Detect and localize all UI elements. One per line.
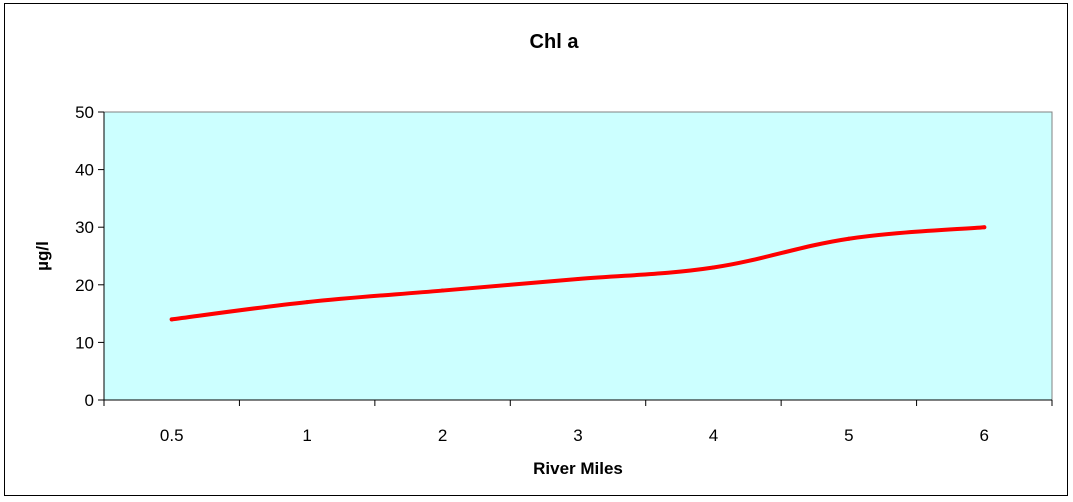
data-point bbox=[440, 288, 445, 293]
y-tick-label: 0 bbox=[85, 391, 94, 410]
x-tick-label: 3 bbox=[573, 426, 582, 445]
y-axis-label: µg/l bbox=[33, 241, 52, 271]
plot-area bbox=[103, 111, 1053, 401]
x-axis: 0.5 1 2 3 4 5 6 bbox=[103, 399, 1053, 445]
x-tick-label: 5 bbox=[844, 426, 853, 445]
data-point bbox=[982, 225, 987, 230]
data-point bbox=[305, 300, 310, 305]
y-tick-label: 50 bbox=[75, 103, 94, 122]
x-axis-label: River Miles bbox=[533, 459, 623, 478]
x-tick-label: 1 bbox=[302, 426, 311, 445]
chart-title: Chl a bbox=[530, 31, 580, 53]
data-point bbox=[169, 317, 174, 322]
x-tick-label: 4 bbox=[709, 426, 718, 445]
series-layer bbox=[169, 225, 987, 322]
y-tick-label: 20 bbox=[75, 276, 94, 295]
data-point bbox=[846, 236, 851, 241]
data-point bbox=[576, 277, 580, 282]
data-point bbox=[711, 265, 716, 270]
y-tick-label: 40 bbox=[75, 161, 94, 180]
y-tick-label: 30 bbox=[75, 218, 94, 237]
x-tick-label: 2 bbox=[438, 426, 447, 445]
x-tick-label: 6 bbox=[980, 426, 989, 445]
y-tick-label: 10 bbox=[75, 333, 94, 352]
x-tick-label: 0.5 bbox=[160, 426, 184, 445]
y-axis: 0 10 20 30 40 50 bbox=[75, 103, 105, 410]
